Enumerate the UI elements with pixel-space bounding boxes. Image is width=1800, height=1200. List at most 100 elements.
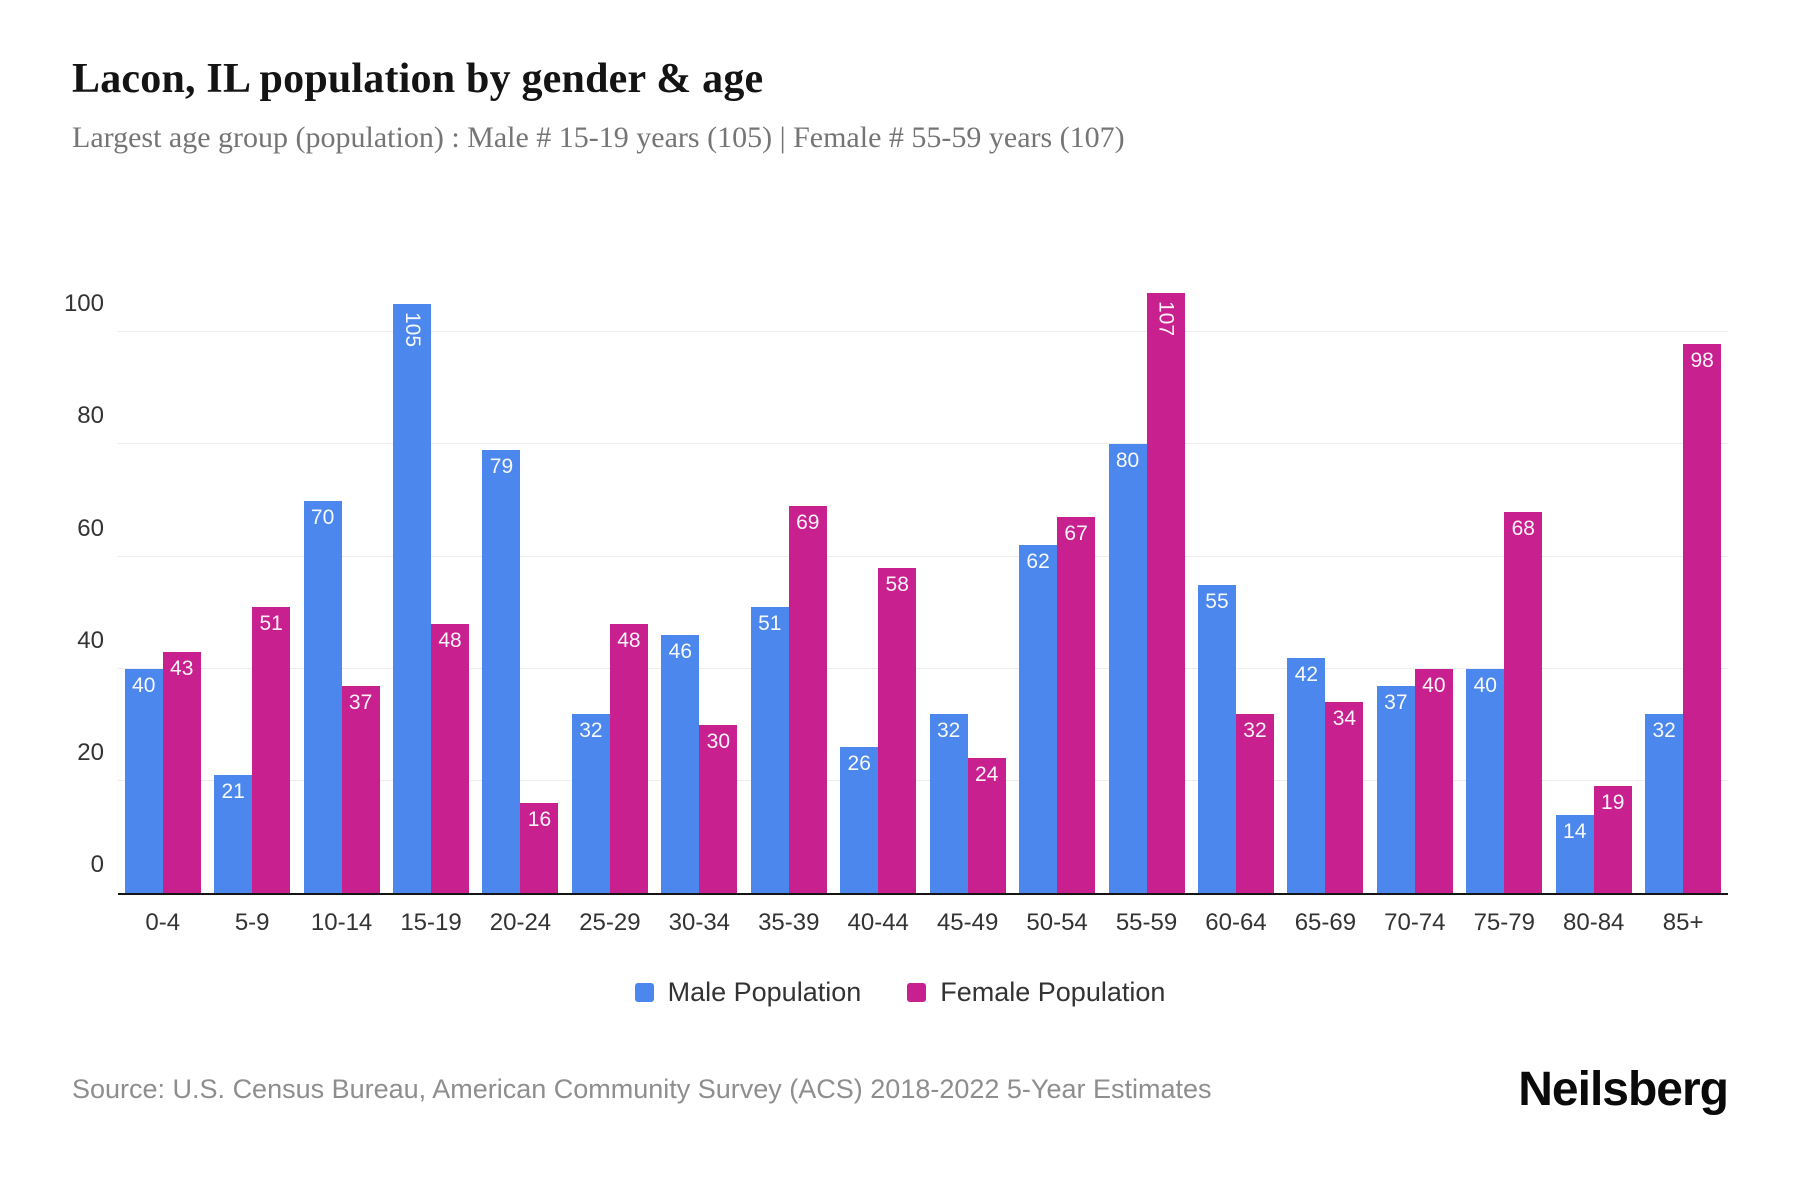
- bar-male-85+: 32: [1645, 713, 1684, 893]
- bar-female-75-79: 68: [1504, 511, 1543, 893]
- gridline-y-100: [118, 331, 1728, 333]
- bar-value-label: 40: [1422, 673, 1446, 697]
- bar-group-25-29: 32 48: [565, 265, 654, 893]
- bar-female-35-39: 69: [788, 506, 827, 893]
- bar-value-label: 67: [1064, 522, 1088, 546]
- x-tick-label-20-24: 20-24: [489, 909, 552, 936]
- bar-group-70-74: 37 40: [1370, 265, 1459, 893]
- bar-value-label: 43: [170, 656, 194, 680]
- bar-group-75-79: 40 68: [1460, 265, 1549, 893]
- bar-value-label: 14: [1563, 819, 1587, 843]
- bar-male-10-14: 70: [303, 500, 342, 893]
- gridline-y-80: [118, 443, 1728, 445]
- y-tick-label-100: 100: [63, 290, 104, 318]
- bar-value-label: 70: [310, 505, 335, 529]
- bar-value-label: 42: [1294, 662, 1319, 686]
- bar-female-5-9: 51: [252, 607, 291, 893]
- bar-male-60-64: 55: [1197, 584, 1236, 893]
- bar-group-85+: 32 98: [1638, 265, 1727, 893]
- gridline-y-20: [118, 779, 1728, 781]
- bar-value-label: 51: [758, 612, 782, 636]
- bar-value-label: 34: [1332, 707, 1357, 731]
- bar-group-20-24: 79 16: [476, 265, 565, 893]
- bar-group-80-84: 14 19: [1549, 265, 1638, 893]
- bar-male-65-69: 42: [1287, 657, 1326, 893]
- legend-label: Female Population: [940, 977, 1166, 1007]
- legend-item-female[interactable]: Female Population: [907, 977, 1165, 1008]
- bar-value-label: 32: [936, 718, 961, 742]
- chart-footer: Source: U.S. Census Bureau, American Com…: [72, 1062, 1729, 1117]
- bar-value-label: 40: [1473, 673, 1497, 697]
- bar-value-label: 32: [579, 718, 603, 742]
- bar-group-30-34: 46 30: [655, 265, 744, 893]
- bar-value-label: 24: [974, 763, 999, 787]
- bar-value-label: 46: [668, 640, 693, 664]
- x-tick-label-10-14: 10-14: [310, 909, 373, 936]
- bar-value-label: 32: [1243, 718, 1267, 742]
- bar-group-15-19: 105 48: [386, 265, 475, 893]
- legend-item-male[interactable]: Male Population: [634, 977, 861, 1008]
- page-title: Lacon, IL population by gender & age: [72, 56, 764, 102]
- bar-male-50-54: 62: [1019, 545, 1058, 893]
- bar-male-20-24: 79: [482, 450, 521, 893]
- bar-male-80-84: 14: [1555, 814, 1594, 893]
- bar-value-label: 37: [1384, 690, 1408, 714]
- bar-value-label: 80: [1115, 449, 1140, 473]
- y-tick-label-60: 60: [77, 514, 104, 542]
- bar-chart: 0 20 40 60 80 100 40 43 21 51 70 37 105 48 79 16 32 48 46 3…: [64, 265, 1728, 937]
- bar-value-label: 32: [1652, 718, 1676, 742]
- bar-female-60-64: 32: [1235, 713, 1274, 893]
- bar-male-40-44: 26: [840, 747, 879, 893]
- bar-male-5-9: 21: [214, 775, 253, 893]
- bar-value-label: 30: [706, 729, 731, 753]
- bar-group-55-59: 80 107: [1102, 265, 1191, 893]
- bar-female-0-4: 43: [162, 651, 201, 893]
- bar-value-label: 62: [1026, 550, 1050, 574]
- x-tick-label-75-79: 75-79: [1473, 909, 1535, 936]
- bar-male-30-34: 46: [661, 635, 700, 893]
- x-tick-label-55-59: 55-59: [1115, 909, 1178, 936]
- bar-male-70-74: 37: [1376, 685, 1415, 893]
- x-tick-label-60-64: 60-64: [1205, 909, 1267, 936]
- source-attribution: Source: U.S. Census Bureau, American Com…: [72, 1074, 1212, 1104]
- bar-male-0-4: 40: [124, 668, 163, 893]
- bar-male-55-59: 80: [1108, 444, 1147, 893]
- bar-female-25-29: 48: [609, 623, 648, 893]
- bar-female-55-59: 107: [1146, 293, 1185, 893]
- bar-group-35-39: 51 69: [744, 265, 833, 893]
- bar-value-label: 79: [489, 455, 514, 479]
- x-tick-label-65-69: 65-69: [1294, 909, 1357, 936]
- chart-legend: Male Population Female Population: [72, 977, 1728, 1008]
- bars-row: 40 43 21 51 70 37 105 48 79 16 32 48 46 30 51 69 26 58 32 2…: [118, 265, 1728, 893]
- bar-female-80-84: 19: [1593, 786, 1632, 893]
- bar-group-45-49: 32 24: [923, 265, 1012, 893]
- bar-female-85+: 98: [1683, 343, 1722, 893]
- x-tick-label-0-4: 0-4: [145, 909, 181, 936]
- male-series-swatch: [634, 983, 654, 1002]
- bar-female-45-49: 24: [967, 758, 1006, 893]
- bar-female-20-24: 16: [520, 803, 559, 893]
- female-series-swatch: [907, 983, 927, 1002]
- neilsberg-logo: Neilsberg: [1518, 1063, 1729, 1116]
- x-tick-label-80-84: 80-84: [1563, 909, 1625, 936]
- gridline-y-60: [118, 555, 1728, 557]
- bar-female-40-44: 58: [878, 567, 917, 893]
- bar-group-5-9: 21 51: [207, 265, 296, 893]
- x-tick-label-30-34: 30-34: [668, 909, 731, 936]
- bar-value-label: 26: [847, 752, 871, 776]
- bar-value-label: 107: [1154, 301, 1178, 337]
- y-tick-label-0: 0: [90, 851, 104, 878]
- bar-group-60-64: 55 32: [1191, 265, 1280, 893]
- bar-male-25-29: 32: [571, 713, 610, 893]
- bar-value-label: 48: [438, 628, 462, 652]
- bar-value-label: 19: [1601, 791, 1625, 815]
- bar-group-40-44: 26 58: [834, 265, 923, 893]
- bar-male-45-49: 32: [929, 713, 968, 893]
- bar-value-label: 55: [1205, 589, 1229, 613]
- bar-group-50-54: 62 67: [1012, 265, 1101, 893]
- x-tick-label-70-74: 70-74: [1384, 909, 1446, 936]
- x-tick-label-50-54: 50-54: [1026, 909, 1088, 936]
- bar-female-15-19: 48: [431, 623, 470, 893]
- bar-group-65-69: 42 34: [1281, 265, 1370, 893]
